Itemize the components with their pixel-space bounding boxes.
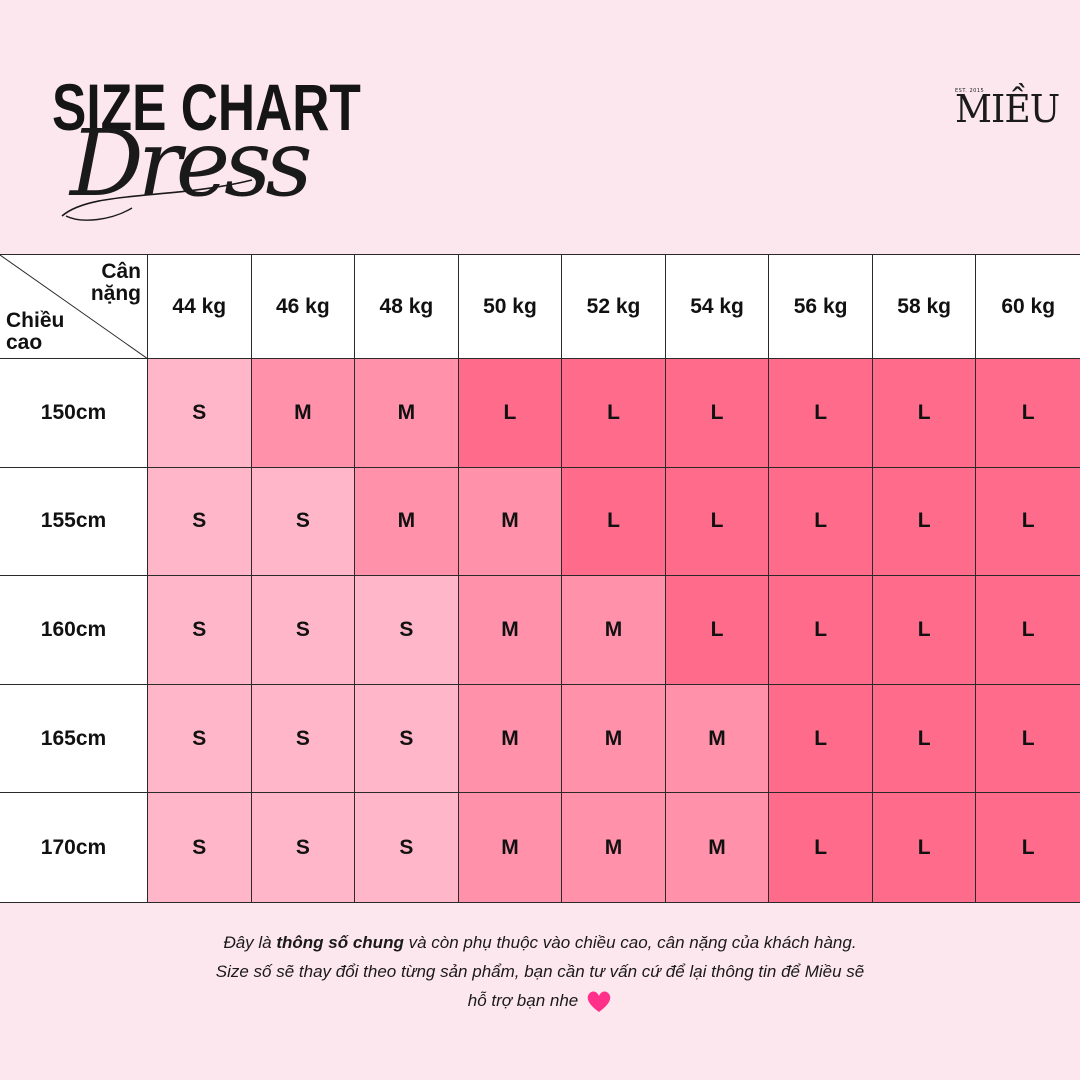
weight-header: 60 kg bbox=[976, 255, 1080, 359]
size-cell: S bbox=[355, 793, 459, 902]
weight-header: 52 kg bbox=[562, 255, 666, 359]
size-cell: M bbox=[665, 793, 770, 902]
size-cell: L bbox=[976, 684, 1080, 794]
size-cell: S bbox=[355, 576, 459, 685]
size-cell: M bbox=[458, 467, 563, 577]
size-cell: M bbox=[355, 359, 459, 468]
size-cell: S bbox=[148, 684, 252, 794]
height-row-label: 160cm bbox=[0, 576, 148, 685]
brand-name: MIỀU bbox=[955, 87, 1060, 131]
size-cell: L bbox=[872, 576, 977, 685]
heart-icon bbox=[587, 991, 611, 1012]
size-cell: L bbox=[872, 359, 977, 468]
size-cell: M bbox=[458, 793, 563, 902]
footer-line-2: Size số sẽ thay đổi theo từng sản phẩm, … bbox=[215, 962, 865, 981]
size-cell: M bbox=[665, 684, 770, 794]
size-cell: L bbox=[872, 684, 977, 794]
size-cell: L bbox=[976, 793, 1080, 902]
weight-header: 46 kg bbox=[251, 255, 356, 359]
size-cell: L bbox=[976, 576, 1080, 685]
footer-line-1: Đây là thông số chung và còn phụ thuộc v… bbox=[223, 933, 857, 952]
size-cell: L bbox=[458, 359, 563, 468]
size-cell: M bbox=[562, 576, 666, 685]
footer-bold: thông số chung bbox=[276, 933, 404, 952]
size-cell: M bbox=[355, 467, 459, 577]
size-cell: M bbox=[562, 684, 666, 794]
height-row-label: 150cm bbox=[0, 359, 148, 468]
weight-header: 58 kg bbox=[872, 255, 977, 359]
weight-header: 48 kg bbox=[355, 255, 459, 359]
size-cell: L bbox=[665, 359, 770, 468]
weight-header: 50 kg bbox=[458, 255, 563, 359]
size-chart-title: SIZE CHART bbox=[52, 70, 361, 144]
size-cell: L bbox=[769, 576, 873, 685]
height-row-label: 165cm bbox=[0, 684, 148, 794]
dress-swash-decoration bbox=[61, 179, 253, 221]
size-cell: M bbox=[458, 684, 563, 794]
weight-header: 44 kg bbox=[148, 255, 252, 359]
size-cell: S bbox=[148, 467, 252, 577]
footer-line-3: hỗ trợ bạn nhe bbox=[0, 986, 1080, 1015]
size-cell: L bbox=[872, 467, 977, 577]
size-cell: L bbox=[872, 793, 977, 902]
size-cell: L bbox=[769, 684, 873, 794]
table-corner-header: Cân nặng Chiều cao bbox=[0, 255, 148, 359]
size-cell: L bbox=[976, 467, 1080, 577]
brand-est: EST. 2015 bbox=[955, 88, 985, 94]
size-cell: L bbox=[769, 359, 873, 468]
size-cell: M bbox=[251, 359, 356, 468]
size-cell: S bbox=[148, 576, 252, 685]
size-chart-table: Cân nặng Chiều cao 44 kg 46 kg 48 kg 50 kg 5… bbox=[0, 254, 1080, 903]
weight-header: 54 kg bbox=[665, 255, 770, 359]
size-cell: S bbox=[251, 467, 356, 577]
size-cell: M bbox=[562, 793, 666, 902]
size-cell: L bbox=[665, 467, 770, 577]
dress-script-title: Dress bbox=[70, 110, 313, 217]
brand-logo: EST. 2015 MIỀU bbox=[955, 86, 1060, 136]
size-cell: S bbox=[251, 684, 356, 794]
size-cell: S bbox=[148, 359, 252, 468]
weight-header: 56 kg bbox=[769, 255, 873, 359]
height-axis-label: Chiều cao bbox=[6, 309, 65, 354]
size-cell: L bbox=[562, 359, 666, 468]
footer-note: Đây là thông số chung và còn phụ thuộc v… bbox=[0, 928, 1080, 1015]
size-cell: L bbox=[769, 467, 873, 577]
size-cell: L bbox=[562, 467, 666, 577]
size-cell: L bbox=[665, 576, 770, 685]
size-cell: S bbox=[355, 684, 459, 794]
size-cell: M bbox=[458, 576, 563, 685]
size-cell: S bbox=[251, 576, 356, 685]
size-cell: L bbox=[769, 793, 873, 902]
height-row-label: 155cm bbox=[0, 467, 148, 577]
weight-axis-label: Cân nặng bbox=[90, 260, 141, 305]
size-cell: S bbox=[251, 793, 356, 902]
corner-diagonal bbox=[0, 255, 148, 359]
height-row-label: 170cm bbox=[0, 793, 148, 902]
size-cell: L bbox=[976, 359, 1080, 468]
size-cell: S bbox=[148, 793, 252, 902]
